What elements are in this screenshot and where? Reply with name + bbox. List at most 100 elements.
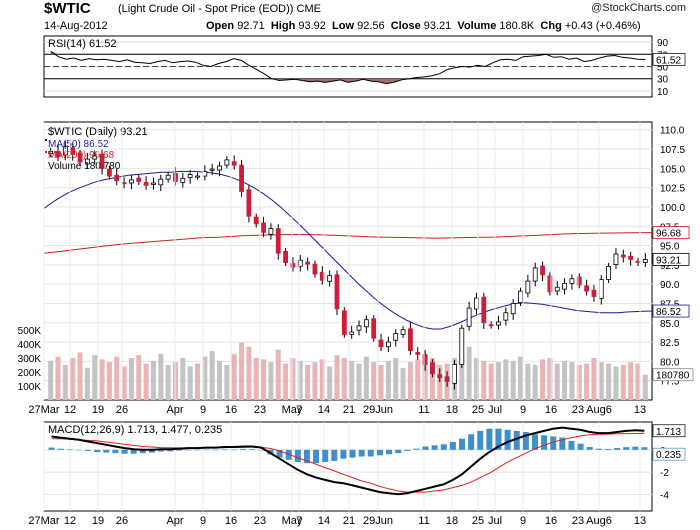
volume-bar [48, 360, 54, 400]
macd-histogram-bar [623, 447, 630, 450]
macd-histogram-bar [641, 447, 648, 450]
volume-bar [540, 359, 546, 400]
candle-body [297, 259, 303, 267]
candle-body [84, 158, 90, 165]
macd-histogram-bar [413, 448, 420, 450]
volume-bar [70, 358, 76, 400]
volume-bar [297, 360, 303, 400]
candle-body [239, 164, 244, 192]
volume-bar [488, 363, 494, 400]
candle-body [518, 290, 523, 303]
volume-bar [136, 355, 142, 400]
volume-bar [217, 360, 223, 400]
volume-bar [393, 358, 399, 400]
macd-current-label: 1.713 [656, 427, 681, 438]
macd-histogram-bar [57, 448, 64, 450]
close-current-box [652, 252, 690, 266]
x-tick-label-bottom: 9 [200, 515, 206, 527]
volume-tick-label: 300K [18, 354, 42, 365]
volume-bar [503, 359, 509, 400]
candle-body [400, 329, 406, 335]
macd-tick-label: -2 [660, 468, 669, 479]
x-tick-label-bottom: Jul [488, 515, 502, 527]
macd-histogram-bar [449, 442, 456, 450]
candle-body [209, 168, 215, 171]
x-tick-label-bottom: 23 [254, 515, 266, 527]
x-tick-label-bottom: 7 [296, 515, 302, 527]
open-value: 92.71 [237, 20, 265, 32]
symbol-title: $WTIC [44, 0, 91, 17]
ma50-current-box [652, 304, 690, 318]
high-label: High [270, 20, 296, 32]
candle-body [620, 254, 626, 258]
candle-body [510, 303, 516, 315]
macd-histogram-bar [422, 446, 429, 450]
macd-histogram-bar [75, 449, 82, 451]
macd-histogram-bar [513, 430, 520, 450]
macd-histogram-bar [614, 448, 621, 450]
macd-histogram-bar [94, 449, 101, 453]
macd-histogram-bar [276, 449, 283, 458]
macd-histogram-bar [504, 429, 511, 450]
volume-bar [253, 358, 259, 400]
ma200-current-label: 96.68 [656, 229, 681, 240]
close-current-label: 93.21 [656, 255, 681, 266]
volume-bar [158, 353, 164, 400]
candle-body [613, 253, 619, 265]
x-tick-label-mid: 16 [545, 404, 557, 416]
x-tick-label-bottom: 11 [418, 515, 429, 527]
candle-body [635, 260, 641, 263]
close-value: 93.21 [423, 20, 452, 32]
candle-body [466, 307, 472, 327]
candle-body [246, 189, 252, 217]
candle-body [77, 153, 83, 163]
rsi-current-label: 61.52 [656, 55, 681, 66]
candle-body [642, 258, 648, 263]
x-tick-label-mid: 11 [418, 404, 429, 416]
macd-histogram-bar [66, 449, 73, 450]
volume-bar [613, 366, 619, 400]
x-tick-label-mid: 29Jun [363, 404, 393, 416]
volume-bar [547, 358, 553, 400]
volume-bar [180, 358, 186, 400]
candle-body [334, 274, 340, 310]
x-tick-label-bottom: 27Mar [28, 515, 60, 527]
candle-body [415, 352, 421, 355]
candle-body [628, 255, 634, 260]
volume-bar [92, 355, 98, 400]
candle-body [525, 280, 531, 294]
candle-body [576, 276, 582, 286]
macd-histogram-bar [550, 436, 557, 450]
price-tick-label: 105.0 [660, 164, 685, 175]
volume-bar [312, 362, 318, 400]
close-label: Close [390, 20, 421, 32]
x-tick-label-mid: 26 [116, 404, 128, 416]
candle-body [143, 181, 149, 186]
volume-bar [415, 359, 421, 400]
macd-histogram-bar [531, 434, 538, 450]
candle-body [327, 275, 333, 282]
volume-bar [518, 356, 524, 400]
volume-bar [371, 362, 377, 400]
volume-tick-label: 200K [18, 368, 42, 379]
macd-histogram-bar [440, 444, 447, 450]
stockcharts-watermark: @StockCharts.com [591, 2, 686, 14]
price-panel [43, 121, 653, 401]
macd-histogram-bar [459, 438, 466, 450]
volume-bar [584, 363, 590, 400]
volume-bar [363, 356, 369, 400]
volume-bar [576, 365, 582, 400]
volume-bar [84, 367, 90, 400]
volume-legend: Volume 180,780 [48, 161, 121, 172]
candle-body [584, 285, 589, 292]
macd-histogram-bar [431, 445, 438, 450]
candle-body [488, 324, 494, 327]
candle-body [422, 354, 428, 365]
price-tick-label: 80.0 [660, 357, 680, 368]
ma50-legend-swatch [45, 139, 47, 141]
rsi-oversold-fill [50, 78, 646, 84]
macd-histogram-bar [112, 449, 119, 454]
chg-label: Chg [540, 20, 562, 32]
macd-tick-label: -4 [660, 490, 669, 501]
volume-bar [128, 358, 134, 400]
